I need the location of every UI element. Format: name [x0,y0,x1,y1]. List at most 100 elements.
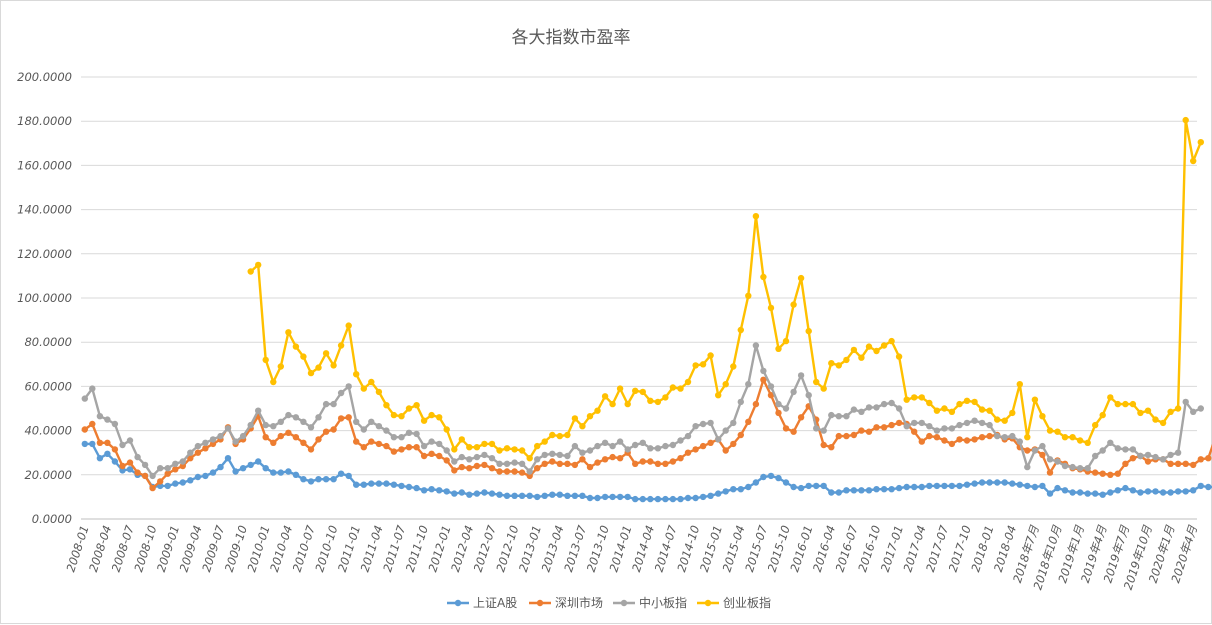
data-point [579,423,586,430]
data-point [157,478,164,485]
data-point [315,436,322,443]
data-point [179,458,186,465]
data-point [375,423,383,430]
data-point [285,411,292,419]
data-point [187,449,194,456]
data-point [865,487,873,494]
data-point [1039,442,1046,450]
series-1 [81,440,1212,503]
data-point [420,487,428,494]
data-point [1114,445,1122,452]
data-point [96,413,104,420]
data-point [353,481,360,488]
data-point [594,459,601,466]
data-point [451,467,458,474]
data-point [639,439,646,446]
data-point [1182,116,1189,124]
data-point [1129,400,1137,408]
series-2 [81,376,1212,492]
data-point [285,468,292,475]
data-point [1167,408,1174,415]
data-point [880,486,888,493]
data-point [790,301,797,308]
data-point [933,427,941,434]
data-point [865,428,873,435]
legend-swatch-marker [704,599,712,607]
data-point [262,465,269,472]
series-lines [81,116,1212,503]
data-point [194,449,202,456]
data-point [390,434,398,441]
data-point [594,407,601,414]
data-point [978,419,986,427]
data-point [285,429,292,436]
data-point [888,337,895,345]
data-point [1084,439,1091,446]
data-point [843,413,850,420]
data-point [843,356,850,364]
data-point [722,447,729,454]
data-point [1122,446,1129,453]
data-point [526,472,533,480]
data-point [330,362,337,369]
data-point [782,405,790,412]
data-point [1167,489,1174,496]
data-point [1159,456,1167,463]
data-point [1009,409,1016,417]
data-point [1024,434,1031,441]
data-point [126,459,134,466]
data-point [209,436,217,443]
data-point [526,492,533,499]
data-point [503,468,511,475]
data-point [451,458,458,465]
data-point [722,381,729,388]
data-point [436,440,443,448]
data-point [534,456,541,463]
data-point [828,411,835,419]
data-point [496,447,503,454]
data-point [745,292,752,299]
data-point [1129,487,1137,494]
data-point [994,432,1001,440]
legend-swatch-marker [454,599,462,607]
data-point [760,376,767,383]
data-point [202,472,209,480]
data-point [458,463,465,471]
data-point [1046,490,1054,497]
data-point [1137,489,1144,496]
data-point [813,425,820,432]
y-tick-label: 60.0000 [24,379,72,393]
data-point [918,483,925,491]
data-point [873,347,880,355]
data-point [1092,452,1099,460]
y-tick-label: 20.0000 [24,468,72,482]
data-point [609,493,616,501]
data-point [1137,452,1144,460]
data-point [1190,157,1197,165]
data-point [1061,462,1069,470]
data-point [398,413,405,420]
data-point [104,416,111,423]
data-point [963,397,971,404]
data-point [1046,456,1054,463]
data-point [933,434,941,441]
data-point [730,486,737,493]
data-point [1152,488,1159,495]
data-point [473,462,481,470]
data-point [96,455,104,462]
data-point [292,414,300,421]
data-point [797,372,805,379]
data-point [601,493,609,501]
data-point [858,408,865,415]
data-point [436,414,443,421]
data-point [1129,455,1137,462]
data-point [277,469,284,476]
data-point [948,425,956,432]
data-point [209,440,217,448]
data-point [451,490,458,497]
data-point [436,487,443,494]
data-point [956,421,963,429]
gridlines [81,76,1197,520]
data-point [81,395,89,402]
